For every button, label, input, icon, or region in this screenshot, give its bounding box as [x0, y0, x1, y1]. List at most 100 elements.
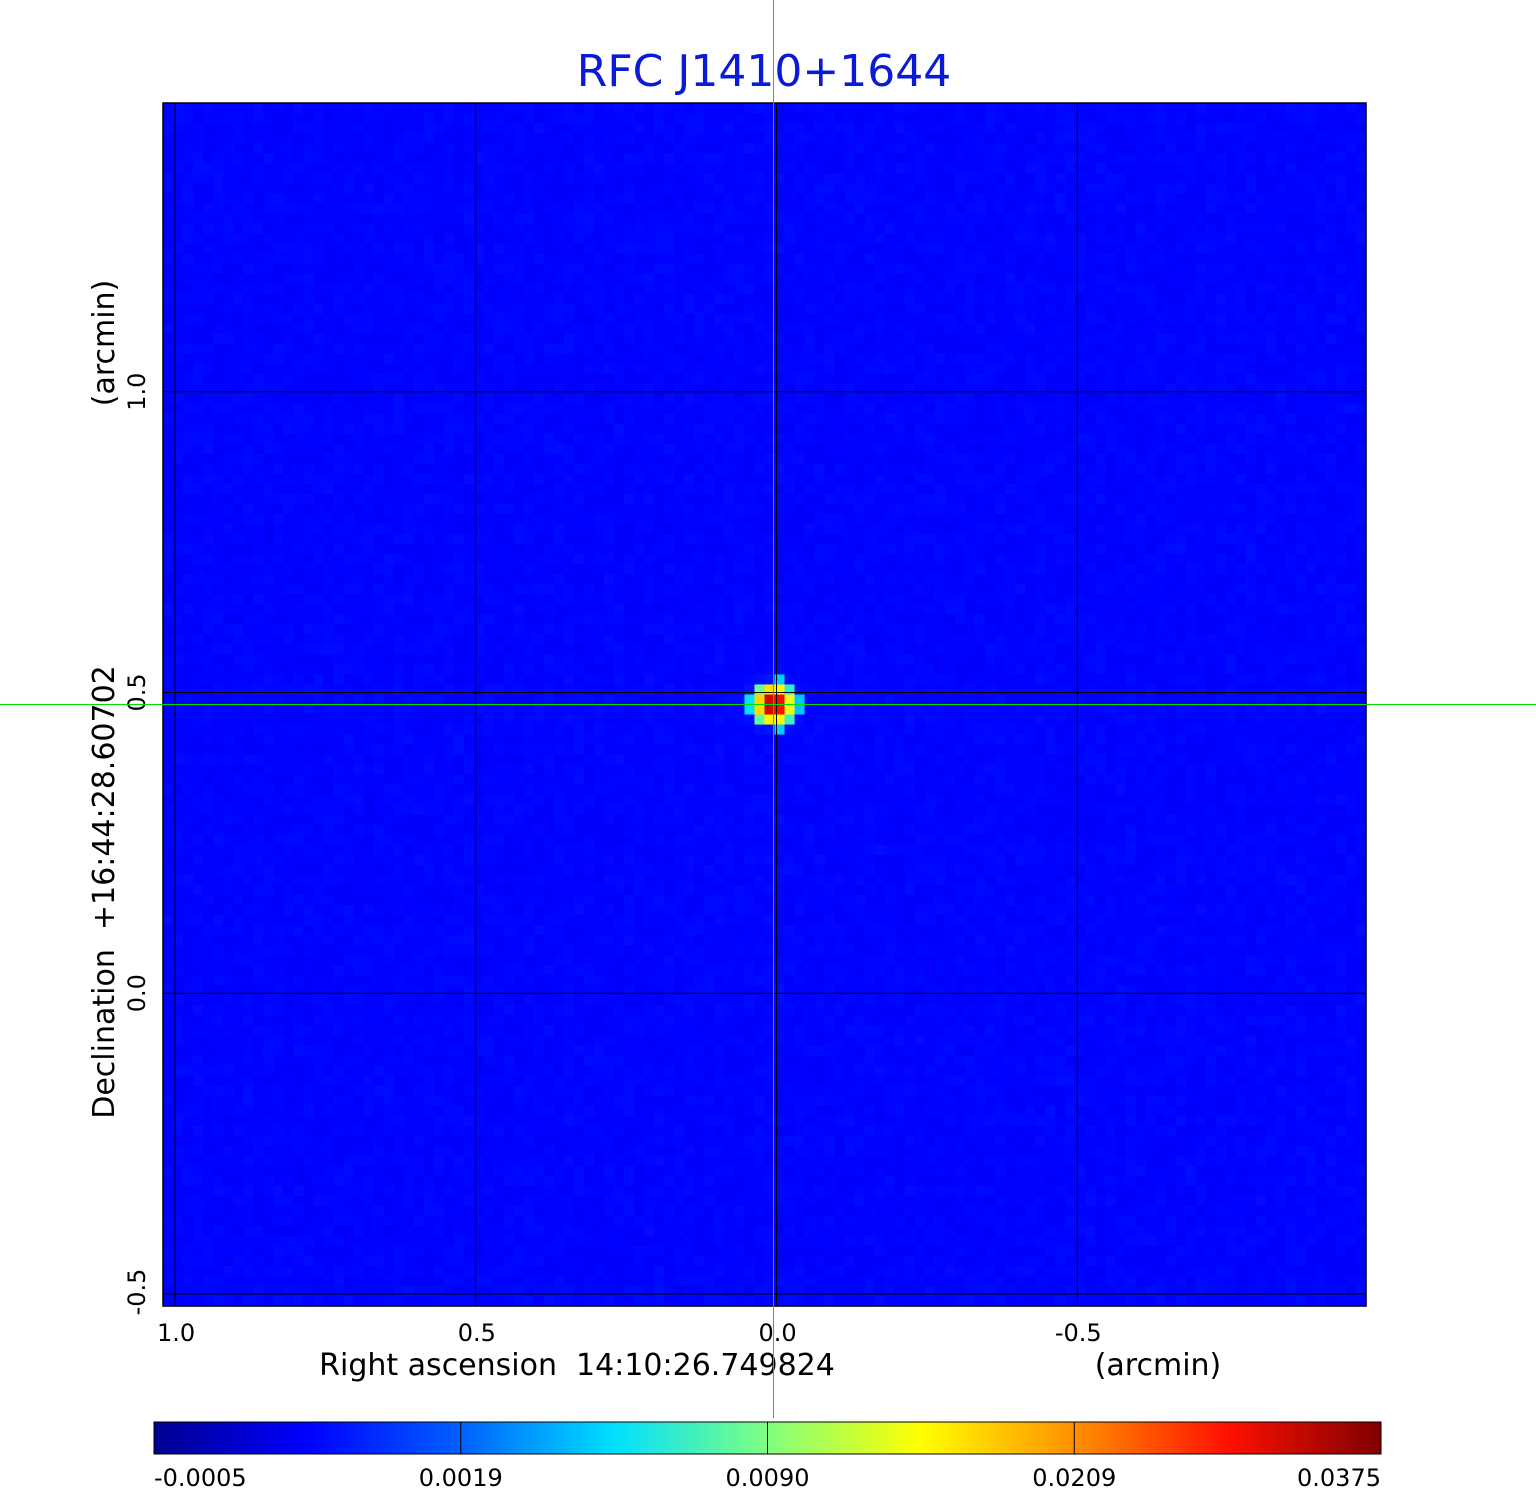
image-pixel — [574, 103, 585, 114]
image-pixel — [684, 433, 695, 445]
image-pixel — [203, 303, 214, 315]
image-pixel — [363, 323, 375, 335]
image-pixel — [433, 173, 445, 184]
image-pixel — [1065, 363, 1076, 375]
image-pixel — [1105, 163, 1116, 174]
image-pixel — [1085, 453, 1096, 465]
image-pixel — [764, 514, 776, 525]
image-pixel — [1325, 103, 1337, 114]
image-pixel — [1055, 293, 1066, 305]
image-pixel — [764, 353, 776, 365]
image-pixel — [1255, 113, 1267, 124]
image-pixel — [193, 283, 204, 295]
image-pixel — [433, 493, 445, 505]
image-pixel — [1135, 243, 1147, 254]
image-pixel — [1165, 273, 1177, 285]
image-pixel — [1185, 413, 1197, 425]
image-pixel — [353, 253, 365, 265]
image-pixel — [323, 233, 335, 244]
image-pixel — [1135, 363, 1147, 375]
image-pixel — [1085, 313, 1096, 325]
image-pixel — [794, 473, 806, 485]
image-pixel — [483, 514, 495, 525]
image-pixel — [523, 193, 535, 204]
image-pixel — [1045, 153, 1056, 164]
image-pixel — [614, 213, 625, 224]
image-pixel — [363, 473, 375, 485]
image-pixel — [824, 223, 836, 234]
image-pixel — [183, 263, 194, 275]
image-pixel — [163, 243, 174, 254]
image-pixel — [303, 193, 314, 204]
image-pixel — [463, 483, 475, 495]
image-pixel — [553, 143, 565, 154]
image-pixel — [1035, 504, 1046, 515]
image-pixel — [874, 183, 886, 194]
image-pixel — [654, 243, 665, 254]
image-pixel — [193, 203, 204, 214]
image-pixel — [644, 323, 655, 335]
image-pixel — [1135, 283, 1147, 295]
image-pixel — [1275, 163, 1287, 174]
image-pixel — [995, 113, 1006, 124]
image-pixel — [313, 433, 325, 445]
image-pixel — [393, 333, 405, 345]
image-pixel — [654, 373, 665, 385]
image-pixel — [674, 363, 685, 375]
image-pixel — [864, 193, 876, 204]
image-pixel — [1275, 193, 1287, 204]
image-pixel — [604, 403, 615, 415]
image-pixel — [1045, 443, 1056, 455]
image-pixel — [1215, 193, 1227, 204]
image-pixel — [1105, 453, 1116, 465]
image-pixel — [173, 243, 184, 254]
image-pixel — [1005, 313, 1016, 325]
image-pixel — [844, 373, 856, 385]
image-pixel — [333, 123, 345, 134]
image-pixel — [253, 183, 264, 194]
image-pixel — [1225, 333, 1237, 345]
image-pixel — [323, 504, 335, 515]
image-pixel — [644, 203, 655, 214]
image-pixel — [634, 483, 645, 495]
image-pixel — [1225, 463, 1237, 475]
image-pixel — [1065, 263, 1076, 275]
image-pixel — [774, 443, 786, 455]
image-pixel — [193, 373, 204, 385]
image-pixel — [503, 223, 515, 234]
image-pixel — [363, 383, 375, 395]
image-pixel — [553, 293, 565, 305]
image-pixel — [463, 153, 475, 164]
image-pixel — [614, 383, 625, 395]
image-pixel — [233, 263, 244, 275]
image-pixel — [834, 393, 846, 405]
image-pixel — [604, 453, 615, 465]
image-pixel — [213, 504, 224, 515]
image-pixel — [1205, 293, 1217, 305]
image-pixel — [1075, 183, 1086, 194]
image-pixel — [1355, 203, 1367, 214]
image-pixel — [343, 243, 355, 254]
image-pixel — [233, 293, 244, 305]
image-pixel — [975, 233, 986, 244]
image-pixel — [754, 113, 766, 124]
image-pixel — [303, 183, 314, 194]
image-pixel — [1155, 333, 1167, 345]
image-pixel — [584, 463, 595, 475]
image-pixel — [233, 103, 244, 114]
image-pixel — [283, 173, 294, 184]
image-pixel — [1095, 343, 1106, 355]
image-pixel — [1205, 463, 1217, 475]
image-pixel — [283, 313, 294, 325]
image-pixel — [1265, 353, 1277, 365]
image-pixel — [1035, 403, 1046, 415]
image-pixel — [844, 493, 856, 505]
image-pixel — [343, 403, 355, 415]
image-pixel — [1295, 143, 1307, 154]
image-pixel — [443, 504, 455, 515]
image-pixel — [173, 153, 184, 164]
image-pixel — [483, 143, 495, 154]
image-pixel — [1245, 253, 1257, 265]
image-pixel — [503, 263, 515, 275]
image-pixel — [293, 504, 304, 515]
